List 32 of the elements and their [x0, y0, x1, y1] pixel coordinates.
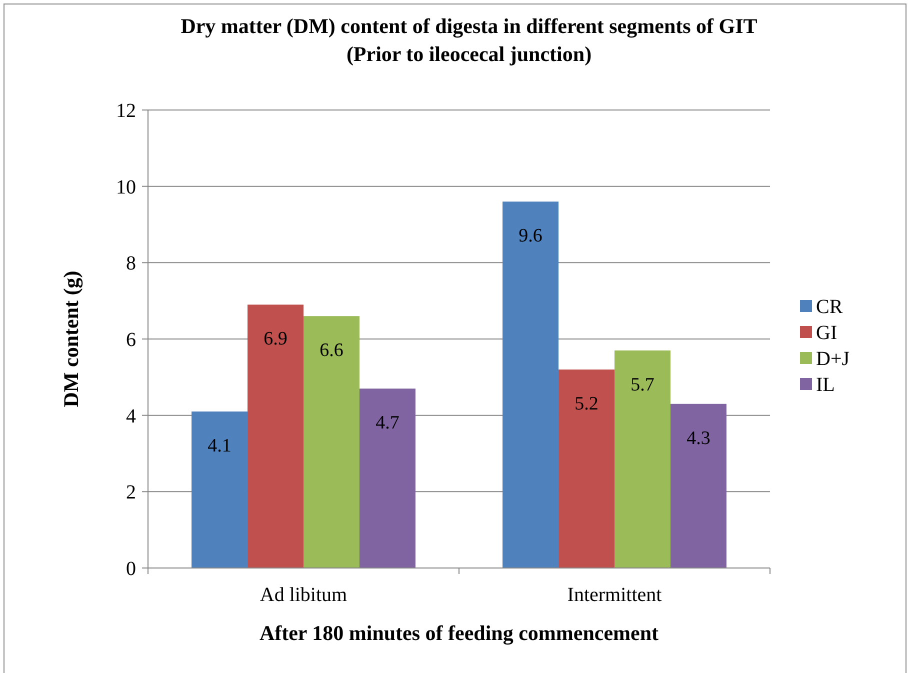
data-label: 4.7 — [376, 412, 400, 434]
bar — [670, 404, 726, 568]
data-label: 4.1 — [208, 436, 232, 457]
legend-label: GI — [816, 322, 838, 344]
y-tick-label: 8 — [126, 252, 136, 275]
bar — [192, 412, 248, 568]
bar — [248, 304, 304, 568]
data-label: 9.6 — [518, 226, 542, 247]
data-label: 4.3 — [686, 428, 710, 449]
y-axis-title: DM content (g) — [59, 270, 83, 408]
x-tick-label: Ad libitum — [260, 584, 348, 606]
legend-label: IL — [816, 374, 835, 396]
bar — [614, 350, 670, 568]
data-label: 6.6 — [320, 340, 344, 362]
y-tick-label: 2 — [126, 482, 136, 504]
y-tick-label: 10 — [116, 176, 136, 198]
y-tick-label: 6 — [126, 329, 136, 351]
data-label: 5.7 — [630, 374, 654, 396]
y-tick-label: 4 — [126, 405, 136, 428]
legend-label: CR — [816, 296, 844, 318]
x-tick-label: Intermittent — [567, 584, 662, 606]
y-tick-label: 0 — [126, 558, 136, 580]
x-axis-title: After 180 minutes of feeding commencement — [259, 621, 659, 645]
bar — [558, 370, 614, 568]
data-label: 5.2 — [574, 394, 598, 415]
y-tick-label: 12 — [116, 100, 136, 122]
legend-label: D+J — [816, 348, 850, 370]
bar — [359, 388, 416, 568]
chart-title: Dry matter (DM) content of digesta in different segments of GIT (Prior to ileocecal junction) — [180, 14, 758, 66]
bar — [304, 316, 360, 568]
bar — [502, 202, 559, 568]
data-label: 6.9 — [264, 328, 288, 350]
